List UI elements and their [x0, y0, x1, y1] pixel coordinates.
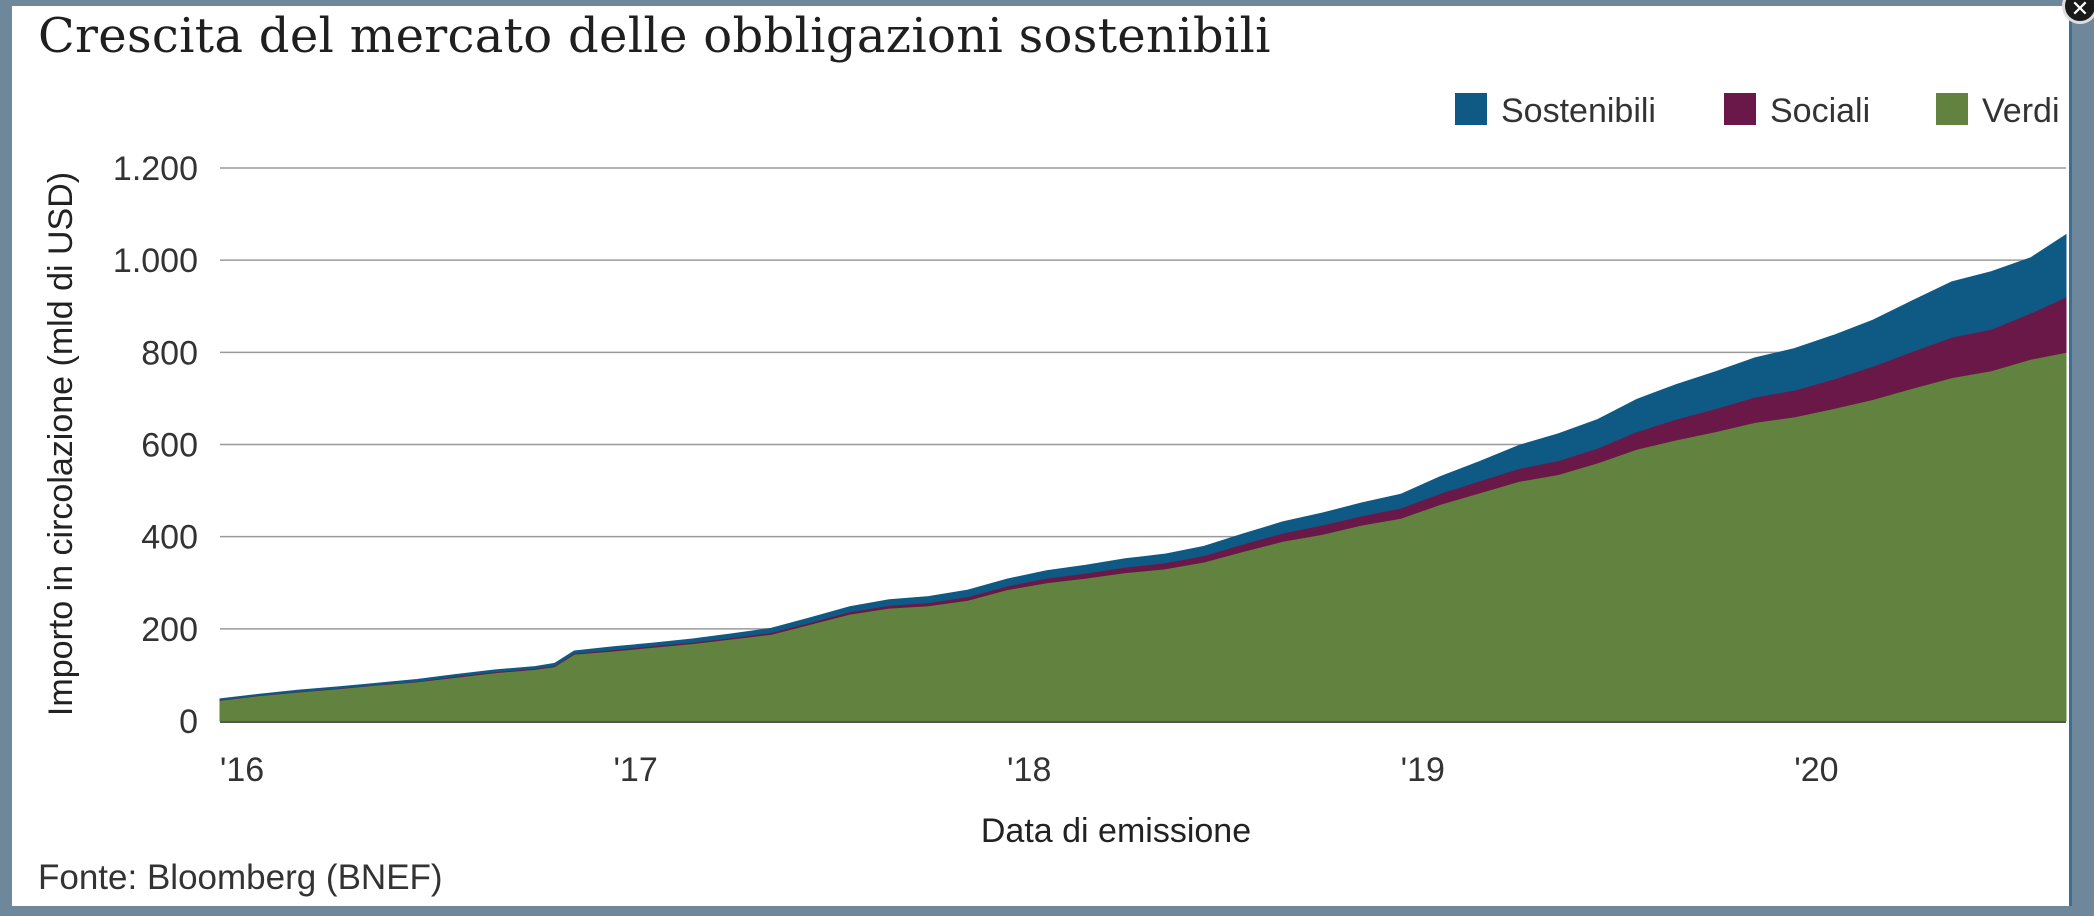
x-tick-label: '19 — [1401, 751, 1445, 789]
y-tick-label: 400 — [141, 519, 198, 557]
source-note: Fonte: Bloomberg (BNEF) — [38, 858, 443, 897]
x-tick-label: '16 — [220, 751, 264, 789]
legend-swatch-sociali — [1724, 93, 1756, 125]
y-tick-label: 1.200 — [113, 150, 198, 188]
y-tick-label: 200 — [141, 611, 198, 649]
close-icon[interactable]: ✕ — [2062, 0, 2094, 24]
legend-swatch-verdi — [1936, 93, 1968, 125]
y-tick-label: 800 — [141, 334, 198, 372]
x-axis-title: Data di emissione — [981, 812, 1251, 850]
legend-label-sostenibili: Sostenibili — [1501, 92, 1656, 130]
y-axis-title: Importo in circolazione (mld di USD) — [42, 172, 80, 716]
x-tick-label: '20 — [1794, 751, 1838, 789]
x-tick-label: '17 — [613, 751, 657, 789]
chart-title: Crescita del mercato delle obbligazioni … — [38, 8, 1271, 64]
x-tick-label: '18 — [1007, 751, 1051, 789]
legend-label-sociali: Sociali — [1770, 92, 1870, 130]
y-tick-label: 1.000 — [113, 242, 198, 280]
y-tick-label: 0 — [179, 703, 198, 741]
area-chart: 0 200 400 600 800 1.000 1.200 '16 '17 '18 '19 '20 Da… — [42, 92, 2067, 850]
y-tick-label: 600 — [141, 427, 198, 465]
area-series-sostenibili — [219, 233, 2067, 701]
legend-swatch-sostenibili — [1455, 93, 1487, 125]
legend-label-verdi: Verdi — [1982, 92, 2060, 130]
chart-panel: Crescita del mercato delle obbligazioni … — [12, 6, 2072, 906]
